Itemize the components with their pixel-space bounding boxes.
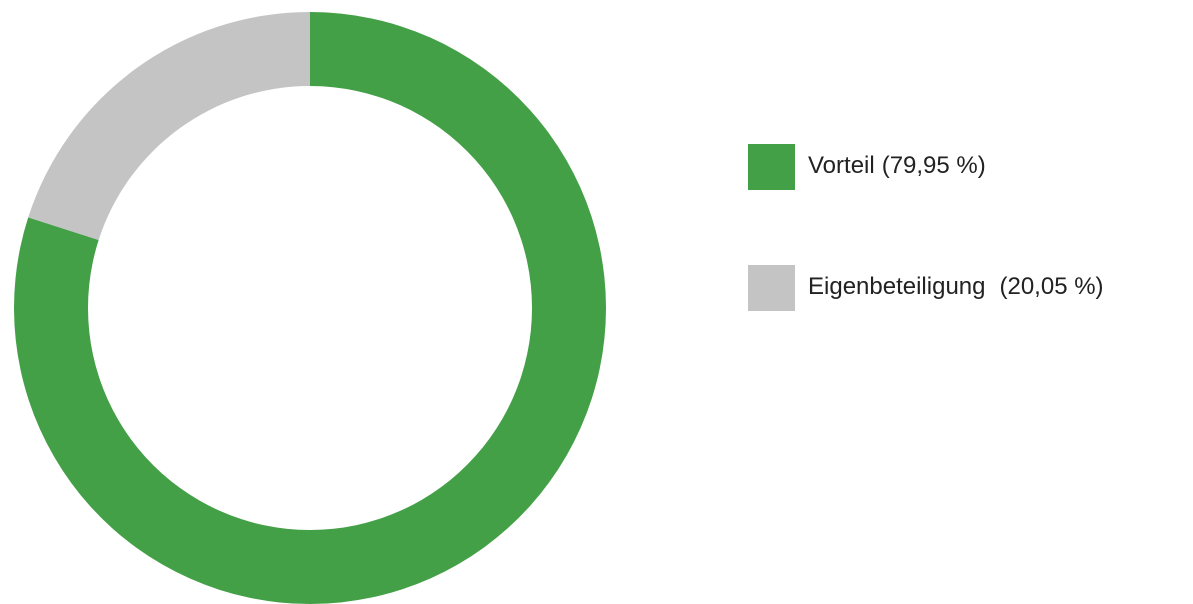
slice bbox=[28, 12, 311, 241]
legend-name: Eigenbeteiligung bbox=[808, 273, 985, 300]
legend-swatch bbox=[748, 144, 795, 190]
legend-label: Eigenbeteiligung (20,05 %) bbox=[808, 273, 1104, 300]
legend-value: (79,95 %) bbox=[882, 152, 986, 179]
legend-label: Vorteil (79,95 %) bbox=[808, 152, 986, 179]
legend-name: Vorteil bbox=[808, 152, 875, 179]
legend-swatch bbox=[748, 265, 795, 311]
legend-value: (20,05 %) bbox=[999, 273, 1103, 300]
